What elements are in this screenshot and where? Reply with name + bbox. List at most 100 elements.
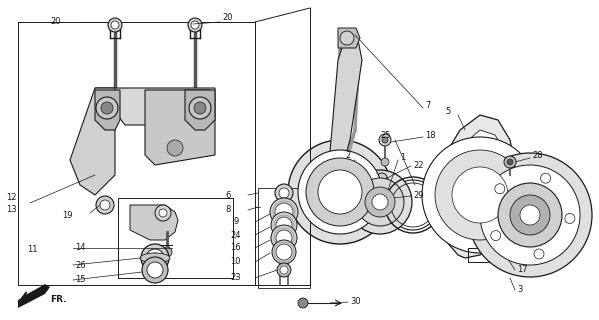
Circle shape <box>366 196 374 204</box>
Circle shape <box>510 195 550 235</box>
Circle shape <box>142 257 168 283</box>
Circle shape <box>382 137 388 143</box>
Text: 20: 20 <box>50 18 60 27</box>
Text: 7: 7 <box>425 100 430 109</box>
Circle shape <box>275 203 293 221</box>
Ellipse shape <box>140 253 170 263</box>
Text: 5: 5 <box>445 108 450 116</box>
Circle shape <box>356 178 404 226</box>
Text: 11: 11 <box>27 245 38 254</box>
Text: 9: 9 <box>233 218 238 227</box>
Text: 8: 8 <box>225 205 231 214</box>
Circle shape <box>167 140 183 156</box>
Circle shape <box>379 134 391 146</box>
Circle shape <box>452 167 508 223</box>
Circle shape <box>365 187 395 217</box>
Polygon shape <box>328 30 362 178</box>
Circle shape <box>270 198 298 226</box>
Circle shape <box>298 150 382 234</box>
Circle shape <box>191 21 199 29</box>
Circle shape <box>372 194 388 210</box>
Circle shape <box>491 231 501 241</box>
Circle shape <box>276 217 292 233</box>
Polygon shape <box>438 115 515 258</box>
Polygon shape <box>95 88 215 125</box>
Circle shape <box>111 21 119 29</box>
Circle shape <box>306 158 374 226</box>
Circle shape <box>541 173 550 183</box>
Circle shape <box>495 184 505 194</box>
Bar <box>118 198 233 278</box>
Circle shape <box>280 266 288 274</box>
Text: 2: 2 <box>345 150 350 159</box>
Circle shape <box>480 165 580 265</box>
Circle shape <box>288 140 392 244</box>
Text: FR.: FR. <box>50 294 66 303</box>
Circle shape <box>272 240 296 264</box>
Circle shape <box>188 18 202 32</box>
Circle shape <box>100 200 110 210</box>
Circle shape <box>159 209 167 217</box>
Text: 12: 12 <box>6 194 17 203</box>
Circle shape <box>108 18 122 32</box>
Circle shape <box>150 253 160 263</box>
Circle shape <box>271 212 297 238</box>
Text: 13: 13 <box>6 205 17 214</box>
Circle shape <box>318 170 362 214</box>
Polygon shape <box>338 28 360 48</box>
Text: 19: 19 <box>62 211 72 220</box>
Circle shape <box>520 205 540 225</box>
Bar <box>258 188 310 288</box>
Text: 6: 6 <box>225 190 231 199</box>
Text: 26: 26 <box>75 260 86 269</box>
Polygon shape <box>145 90 215 165</box>
Circle shape <box>565 213 575 223</box>
Circle shape <box>468 153 592 277</box>
Text: 10: 10 <box>230 258 241 267</box>
Circle shape <box>348 170 412 234</box>
Circle shape <box>101 102 113 114</box>
Circle shape <box>271 225 297 251</box>
Circle shape <box>276 244 292 260</box>
Polygon shape <box>70 88 115 195</box>
Text: 20: 20 <box>222 13 232 22</box>
Circle shape <box>276 230 292 246</box>
Circle shape <box>279 188 289 198</box>
Circle shape <box>298 298 308 308</box>
Text: 22: 22 <box>413 161 423 170</box>
Circle shape <box>377 173 387 183</box>
Circle shape <box>96 196 114 214</box>
Polygon shape <box>447 130 508 242</box>
Polygon shape <box>18 284 50 308</box>
Text: 17: 17 <box>517 266 528 275</box>
Text: 30: 30 <box>350 298 361 307</box>
Circle shape <box>146 249 164 267</box>
Text: 15: 15 <box>75 276 86 284</box>
Text: 25: 25 <box>380 131 391 140</box>
Text: 29: 29 <box>413 190 423 199</box>
Circle shape <box>147 262 163 278</box>
Circle shape <box>435 150 525 240</box>
Circle shape <box>340 31 354 45</box>
Polygon shape <box>185 90 215 130</box>
Circle shape <box>507 159 513 165</box>
Polygon shape <box>95 90 120 130</box>
Circle shape <box>194 102 206 114</box>
Circle shape <box>381 158 389 166</box>
Text: 24: 24 <box>230 230 241 239</box>
Text: 28: 28 <box>532 150 543 159</box>
Circle shape <box>353 201 367 215</box>
Circle shape <box>277 263 291 277</box>
Circle shape <box>162 247 172 257</box>
Circle shape <box>96 97 118 119</box>
Circle shape <box>504 156 516 168</box>
Circle shape <box>498 183 562 247</box>
Polygon shape <box>330 175 368 228</box>
Circle shape <box>422 137 538 253</box>
Text: 1: 1 <box>400 154 406 163</box>
Circle shape <box>155 205 171 221</box>
Text: 18: 18 <box>425 131 435 140</box>
Text: 16: 16 <box>230 244 241 252</box>
Circle shape <box>275 184 293 202</box>
Text: 3: 3 <box>517 285 522 294</box>
